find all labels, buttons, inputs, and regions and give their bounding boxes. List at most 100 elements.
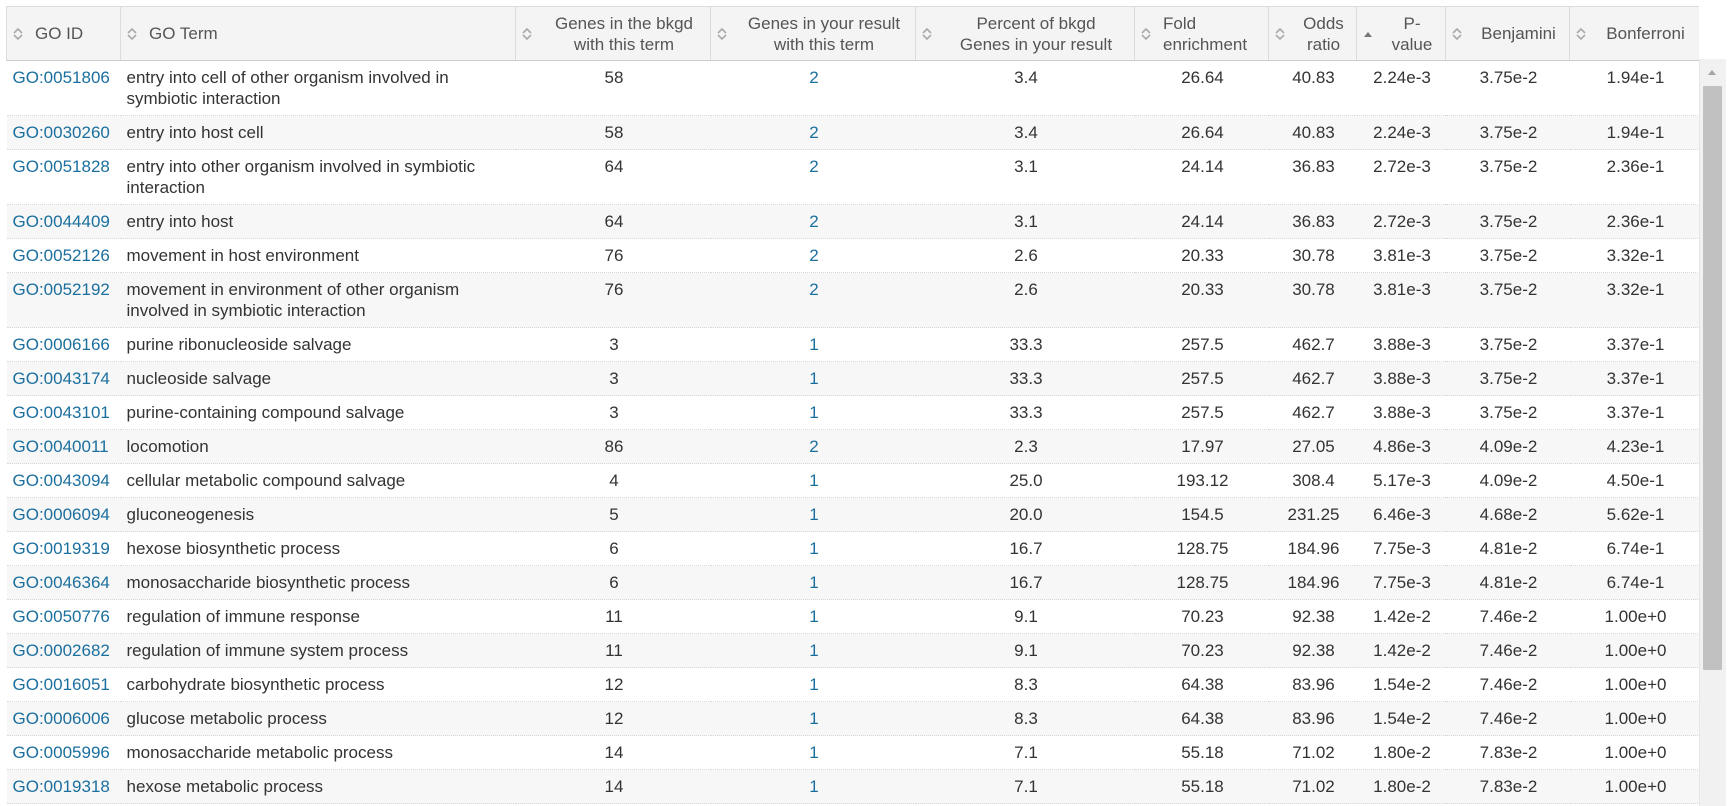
go-term-cell: entry into cell of other organism involv… xyxy=(120,60,516,116)
result-genes-link[interactable]: 1 xyxy=(809,335,819,354)
p-value: 6.46e-3 xyxy=(1373,505,1431,524)
result-genes-link[interactable]: 1 xyxy=(809,573,819,592)
bkgd-genes-value: 76 xyxy=(604,280,624,299)
go-term-cell: hexose biosynthetic process xyxy=(120,531,516,566)
header-result-genes[interactable]: Genes in your result with this term xyxy=(710,6,916,61)
benjamini-value: 3.75e-2 xyxy=(1479,403,1538,422)
bkgd-genes-value: 3 xyxy=(609,335,619,354)
go-id-link[interactable]: GO:0030260 xyxy=(12,123,110,142)
odds-ratio-value: 30.78 xyxy=(1292,280,1335,299)
odds-ratio-value: 36.83 xyxy=(1292,157,1335,176)
scroll-up-arrow-icon[interactable] xyxy=(1699,59,1725,85)
go-id-link[interactable]: GO:0051806 xyxy=(12,68,110,87)
bonferroni-value: 5.62e-1 xyxy=(1606,505,1665,524)
percent-cell: 2.6 xyxy=(915,238,1135,273)
header-percent[interactable]: Percent of bkgd Genes in your result xyxy=(915,6,1135,61)
table-row: GO:0043094 cellular metabolic compound sa… xyxy=(6,463,1699,498)
result-genes-cell: 1 xyxy=(710,735,916,770)
benjamini-cell: 4.68e-2 xyxy=(1445,497,1570,532)
result-genes-link[interactable]: 2 xyxy=(809,68,819,87)
header-benjamini[interactable]: Benjamini xyxy=(1445,6,1570,61)
go-id-link[interactable]: GO:0019318 xyxy=(12,777,110,796)
table-row: GO:0030260 entry into host cell 58 2 3.4 26.6… xyxy=(6,115,1699,150)
go-id-link[interactable]: GO:0005996 xyxy=(12,743,110,762)
result-genes-link[interactable]: 2 xyxy=(809,437,819,456)
bkgd-genes-cell: 64 xyxy=(515,204,711,239)
benjamini-cell: 7.46e-2 xyxy=(1445,701,1570,736)
go-id-link[interactable]: GO:0043094 xyxy=(12,471,110,490)
pvalue-cell: 3.81e-3 xyxy=(1356,272,1446,328)
go-id-link[interactable]: GO:0040011 xyxy=(12,437,109,456)
pvalue-cell: 1.54e-2 xyxy=(1356,667,1446,702)
result-genes-link[interactable]: 1 xyxy=(809,743,819,762)
go-id-link[interactable]: GO:0043101 xyxy=(12,403,110,422)
result-genes-link[interactable]: 1 xyxy=(809,777,819,796)
result-genes-link[interactable]: 1 xyxy=(809,675,819,694)
header-odds-ratio[interactable]: Odds ratio xyxy=(1268,6,1357,61)
p-value: 3.88e-3 xyxy=(1373,369,1431,388)
odds-cell: 83.96 xyxy=(1268,667,1357,702)
header-go-term[interactable]: GO Term xyxy=(120,6,516,61)
go-id-link[interactable]: GO:0051828 xyxy=(12,157,110,176)
header-p-value[interactable]: P- value xyxy=(1356,6,1446,61)
result-genes-link[interactable]: 2 xyxy=(809,157,819,176)
result-genes-link[interactable]: 1 xyxy=(809,539,819,558)
benjamini-cell: 4.09e-2 xyxy=(1445,463,1570,498)
result-genes-cell: 2 xyxy=(710,115,916,150)
go-term-cell: purine ribonucleoside salvage xyxy=(120,327,516,362)
go-id-link[interactable]: GO:0052192 xyxy=(12,280,110,299)
percent-value: 7.1 xyxy=(1014,777,1038,796)
result-genes-link[interactable]: 2 xyxy=(809,246,819,265)
go-id-link[interactable]: GO:0006006 xyxy=(12,709,110,728)
go-id-link[interactable]: GO:0006094 xyxy=(12,505,110,524)
fold-cell: 128.75 xyxy=(1134,565,1269,600)
benjamini-cell: 7.83e-2 xyxy=(1445,735,1570,770)
go-id-link[interactable]: GO:0019319 xyxy=(12,539,110,558)
header-go-id[interactable]: GO ID xyxy=(6,6,121,61)
percent-value: 25.0 xyxy=(1009,471,1043,490)
go-id-link[interactable]: GO:0016051 xyxy=(12,675,110,694)
go-id-cell: GO:0043174 xyxy=(6,361,121,396)
result-genes-link[interactable]: 2 xyxy=(809,280,819,299)
fold-cell: 154.5 xyxy=(1134,497,1269,532)
result-genes-link[interactable]: 1 xyxy=(809,607,819,626)
go-id-link[interactable]: GO:0006166 xyxy=(12,335,110,354)
sort-both-icon xyxy=(1273,27,1287,41)
go-id-link[interactable]: GO:0002682 xyxy=(12,641,110,660)
header-fold-enrichment[interactable]: Fold enrichment xyxy=(1134,6,1269,61)
header-bonferroni[interactable]: Bonferroni xyxy=(1569,6,1699,61)
result-genes-link[interactable]: 1 xyxy=(809,471,819,490)
percent-cell: 33.3 xyxy=(915,361,1135,396)
result-genes-link[interactable]: 1 xyxy=(809,403,819,422)
scrollbar-thumb[interactable] xyxy=(1703,86,1722,670)
go-id-link[interactable]: GO:0052126 xyxy=(12,246,110,265)
benjamini-cell: 7.46e-2 xyxy=(1445,667,1570,702)
go-id-link[interactable]: GO:0050776 xyxy=(12,607,110,626)
result-genes-link[interactable]: 1 xyxy=(809,641,819,660)
table-row: GO:0019319 hexose biosynthetic process 6 1 1… xyxy=(6,531,1699,566)
header-label-line: value xyxy=(1391,34,1433,54)
result-genes-link[interactable]: 1 xyxy=(809,709,819,728)
pvalue-cell: 7.75e-3 xyxy=(1356,531,1446,566)
fold-cell: 70.23 xyxy=(1134,599,1269,634)
fold-cell: 26.64 xyxy=(1134,115,1269,150)
fold-enrichment-value: 24.14 xyxy=(1181,157,1224,176)
result-genes-link[interactable]: 2 xyxy=(809,123,819,142)
go-term-cell: hexose metabolic process xyxy=(120,769,516,804)
go-id-link[interactable]: GO:0046364 xyxy=(12,573,110,592)
go-id-link[interactable]: GO:0044409 xyxy=(12,212,110,231)
odds-cell: 30.78 xyxy=(1268,272,1357,328)
percent-value: 2.6 xyxy=(1014,246,1038,265)
bonferroni-cell: 2.36e-1 xyxy=(1569,149,1699,205)
go-id-link[interactable]: GO:0043174 xyxy=(12,369,110,388)
header-bkgd-genes[interactable]: Genes in the bkgd with this term xyxy=(515,6,711,61)
odds-ratio-value: 92.38 xyxy=(1292,607,1335,626)
result-genes-link[interactable]: 2 xyxy=(809,212,819,231)
go-id-cell: GO:0043094 xyxy=(6,463,121,498)
header-label-line: P- xyxy=(1403,13,1421,33)
odds-ratio-value: 462.7 xyxy=(1292,369,1335,388)
result-genes-link[interactable]: 1 xyxy=(809,369,819,388)
p-value: 7.75e-3 xyxy=(1373,573,1431,592)
result-genes-link[interactable]: 1 xyxy=(809,505,819,524)
benjamini-value: 3.75e-2 xyxy=(1479,157,1538,176)
